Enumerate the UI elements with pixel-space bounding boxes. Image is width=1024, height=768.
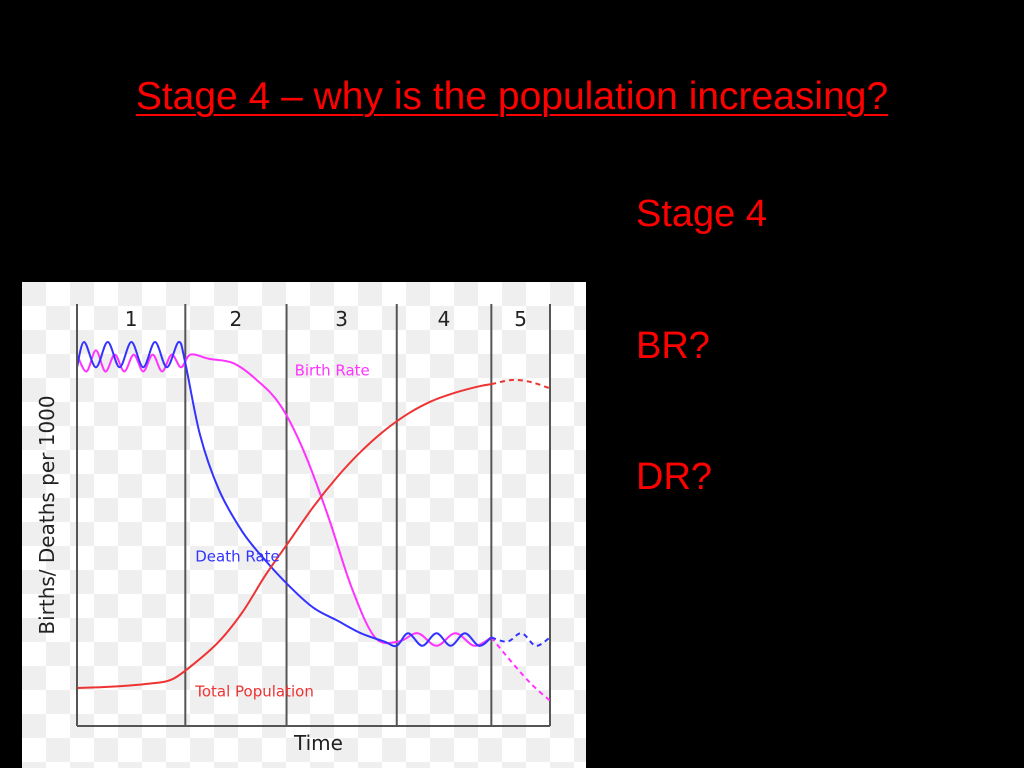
stage-label-5: 5 xyxy=(514,307,527,331)
birth-rate-question: BR? xyxy=(636,325,710,367)
birth-rate-label: Birth Rate xyxy=(295,362,370,380)
death-rate-label: Death Rate xyxy=(195,547,280,565)
x-axis-title: Time xyxy=(293,731,343,755)
stage-label-3: 3 xyxy=(335,307,348,331)
total-population-projection-line xyxy=(491,378,551,390)
total-population-label: Total Population xyxy=(194,682,314,700)
chart-frame: 1 2 3 4 5 Birth Rate Death Rate Total Populati… xyxy=(22,282,586,768)
death-rate-question: DR? xyxy=(636,456,713,498)
stage-label-4: 4 xyxy=(438,307,451,331)
y-axis-title: Births/ Deaths per 1000 xyxy=(35,395,59,634)
total-population-line xyxy=(76,383,492,689)
death-rate-projection-line xyxy=(490,632,551,647)
demographic-transition-chart: 1 2 3 4 5 Birth Rate Death Rate Total Populati… xyxy=(22,282,586,768)
stage-label-1: 1 xyxy=(125,307,138,331)
stage-label: Stage 4 xyxy=(636,193,767,235)
slide-title: Stage 4 – why is the population increasi… xyxy=(135,75,889,118)
death-rate-line xyxy=(76,340,492,648)
stage-label-2: 2 xyxy=(230,307,243,331)
birth-rate-projection-line xyxy=(490,636,551,702)
